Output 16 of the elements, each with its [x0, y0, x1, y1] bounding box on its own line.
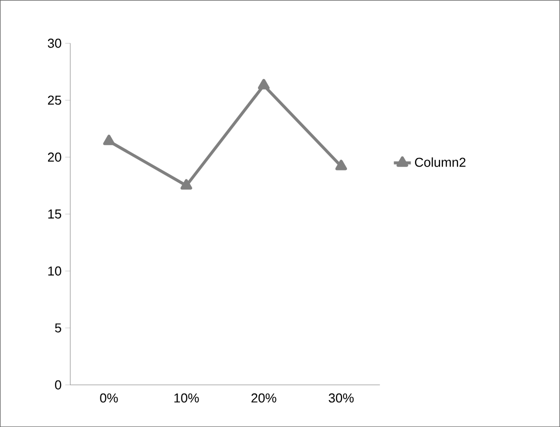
point	[103, 134, 115, 146]
x-tick-label: 20%	[251, 393, 276, 402]
y-tick-label: 30	[48, 38, 62, 48]
y-tick-label: 20	[48, 152, 62, 162]
x-tick-label: 10%	[174, 393, 199, 402]
legend-label: Column2	[414, 157, 466, 167]
y-tick-label: 15	[48, 209, 62, 219]
x-tick-label: 30%	[328, 393, 354, 402]
y-tick-label: 10	[48, 266, 62, 276]
point	[335, 160, 348, 170]
y-tick-label: 25	[48, 96, 62, 105]
point	[258, 78, 270, 90]
x-tick-label: 0%	[100, 393, 118, 402]
y-tick-label: 5	[55, 323, 62, 332]
y-tick-label: 0	[55, 380, 62, 390]
point	[180, 179, 192, 190]
